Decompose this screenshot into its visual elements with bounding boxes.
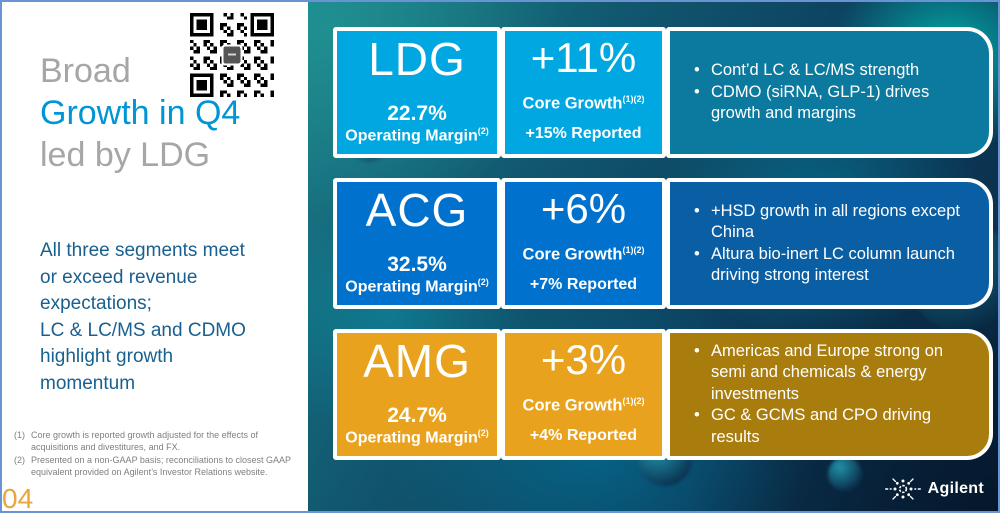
- bullet-icon: •: [694, 341, 700, 360]
- operating-margin-label-text: Operating Margin: [345, 127, 478, 144]
- core-growth-label: Core Growth(1)(2): [523, 396, 645, 416]
- segment-row-ldg: LDG 22.7% Operating Margin(2) +11% Core …: [333, 27, 993, 158]
- operating-margin: 32.5% Operating Margin(2): [345, 253, 488, 296]
- segment-name: AMG: [363, 335, 471, 387]
- operating-margin-label-text: Operating Margin: [345, 278, 478, 295]
- agilent-spark-icon: [884, 478, 921, 500]
- operating-margin-label: Operating Margin(2): [345, 428, 488, 447]
- core-growth-label-text: Core Growth: [522, 94, 623, 113]
- operating-margin: 24.7% Operating Margin(2): [345, 404, 488, 447]
- core-growth-label: Core Growth(1)(2): [523, 245, 645, 265]
- highlight-text: Americas and Europe strong on semi and c…: [711, 341, 944, 403]
- core-growth-label: Core Growth(1)(2): [523, 94, 645, 114]
- agilent-logo: Agilent: [884, 475, 984, 503]
- highlight-item: • Americas and Europe strong on semi and…: [694, 341, 977, 406]
- segment-card-amg: AMG 24.7% Operating Margin(2): [333, 329, 501, 460]
- highlights-panel-acg: • +HSD growth in all regions except Chin…: [666, 178, 993, 309]
- highlight-text: +HSD growth in all regions except China: [711, 201, 960, 242]
- segment-row-amg: AMG 24.7% Operating Margin(2) +3% Core G…: [333, 329, 993, 460]
- operating-margin: 22.7% Operating Margin(2): [345, 102, 488, 145]
- reported-growth: +15% Reported: [525, 125, 642, 142]
- core-growth-label-text: Core Growth: [522, 396, 623, 415]
- highlight-item: • CDMO (siRNA, GLP-1) drives growth and …: [694, 82, 977, 125]
- highlight-item: • GC & GCMS and CPO driving results: [694, 405, 977, 448]
- core-growth-value: +3%: [540, 336, 627, 383]
- footnote-2: (2) Presented on a non-GAAP basis; recon…: [14, 455, 300, 478]
- footnote-text: Core growth is reported growth adjusted …: [31, 430, 258, 452]
- core-growth-value: +11%: [530, 34, 637, 81]
- footnote-1: (1) Core growth is reported growth adjus…: [14, 430, 300, 453]
- agilent-logo-text: Agilent: [927, 480, 984, 497]
- operating-margin-footnote-ref: (2): [477, 276, 489, 287]
- operating-margin-footnote-ref: (2): [477, 125, 489, 136]
- operating-margin-label: Operating Margin(2): [345, 277, 488, 296]
- highlight-item: • Cont’d LC & LC/MS strength: [694, 60, 977, 82]
- title-line-1: Broad: [40, 52, 131, 90]
- reported-growth: +7% Reported: [529, 276, 638, 293]
- operating-margin-value: 32.5%: [387, 252, 447, 276]
- highlights-panel-amg: • Americas and Europe strong on semi and…: [666, 329, 993, 460]
- segment-rows: LDG 22.7% Operating Margin(2) +11% Core …: [333, 27, 993, 480]
- qr-code: [190, 13, 274, 97]
- segment-card-ldg: LDG 22.7% Operating Margin(2): [333, 27, 501, 158]
- page-number: 04: [2, 483, 34, 513]
- operating-margin-value: 22.7%: [387, 101, 447, 125]
- core-growth-footnote-ref: (1)(2): [622, 396, 645, 407]
- footnote-number: (1): [14, 430, 25, 440]
- bullet-icon: •: [694, 82, 700, 101]
- operating-margin-footnote-ref: (2): [477, 427, 489, 438]
- operating-margin-label-text: Operating Margin: [345, 429, 478, 446]
- footnote-number: (2): [14, 455, 25, 465]
- core-growth-footnote-ref: (1)(2): [622, 245, 645, 256]
- bullet-icon: •: [694, 244, 700, 263]
- highlight-text: GC & GCMS and CPO driving results: [711, 406, 932, 446]
- highlight-item: • Altura bio-inert LC column launch driv…: [694, 244, 977, 287]
- operating-margin-label: Operating Margin(2): [345, 126, 488, 145]
- highlight-text: Altura bio-inert LC column launch drivin…: [711, 244, 955, 285]
- highlight-text: Cont’d LC & LC/MS strength: [711, 61, 920, 80]
- summary-text: All three segments meet or exceed revenu…: [40, 240, 246, 394]
- segment-name: ACG: [365, 184, 469, 236]
- reported-growth: +4% Reported: [529, 427, 638, 444]
- title-line-2: Growth in Q4: [40, 94, 241, 132]
- growth-card-ldg: +11% Core Growth(1)(2) +15% Reported: [501, 27, 666, 158]
- segment-row-acg: ACG 32.5% Operating Margin(2) +6% Core G…: [333, 178, 993, 309]
- title-line-3: led by LDG: [40, 136, 211, 174]
- highlight-text: CDMO (siRNA, GLP-1) drives growth and ma…: [711, 82, 930, 123]
- slide-title: Broad Growth in Q4 led by LDG: [40, 50, 240, 176]
- core-growth-footnote-ref: (1)(2): [622, 94, 645, 105]
- core-growth-value: +6%: [540, 185, 627, 232]
- segment-card-acg: ACG 32.5% Operating Margin(2): [333, 178, 501, 309]
- growth-card-amg: +3% Core Growth(1)(2) +4% Reported: [501, 329, 666, 460]
- footnote-text: Presented on a non-GAAP basis; reconcili…: [31, 455, 291, 477]
- footnotes: (1) Core growth is reported growth adjus…: [14, 430, 300, 480]
- bullet-icon: •: [694, 406, 700, 425]
- bullet-icon: •: [694, 61, 700, 80]
- growth-card-acg: +6% Core Growth(1)(2) +7% Reported: [501, 178, 666, 309]
- operating-margin-value: 24.7%: [387, 403, 447, 427]
- background-bubble: [828, 457, 862, 491]
- segment-name: LDG: [368, 33, 466, 85]
- bullet-icon: •: [694, 201, 700, 220]
- highlight-item: • +HSD growth in all regions except Chin…: [694, 201, 977, 244]
- highlights-panel-ldg: • Cont’d LC & LC/MS strength • CDMO (siR…: [666, 27, 993, 158]
- core-growth-label-text: Core Growth: [522, 245, 623, 264]
